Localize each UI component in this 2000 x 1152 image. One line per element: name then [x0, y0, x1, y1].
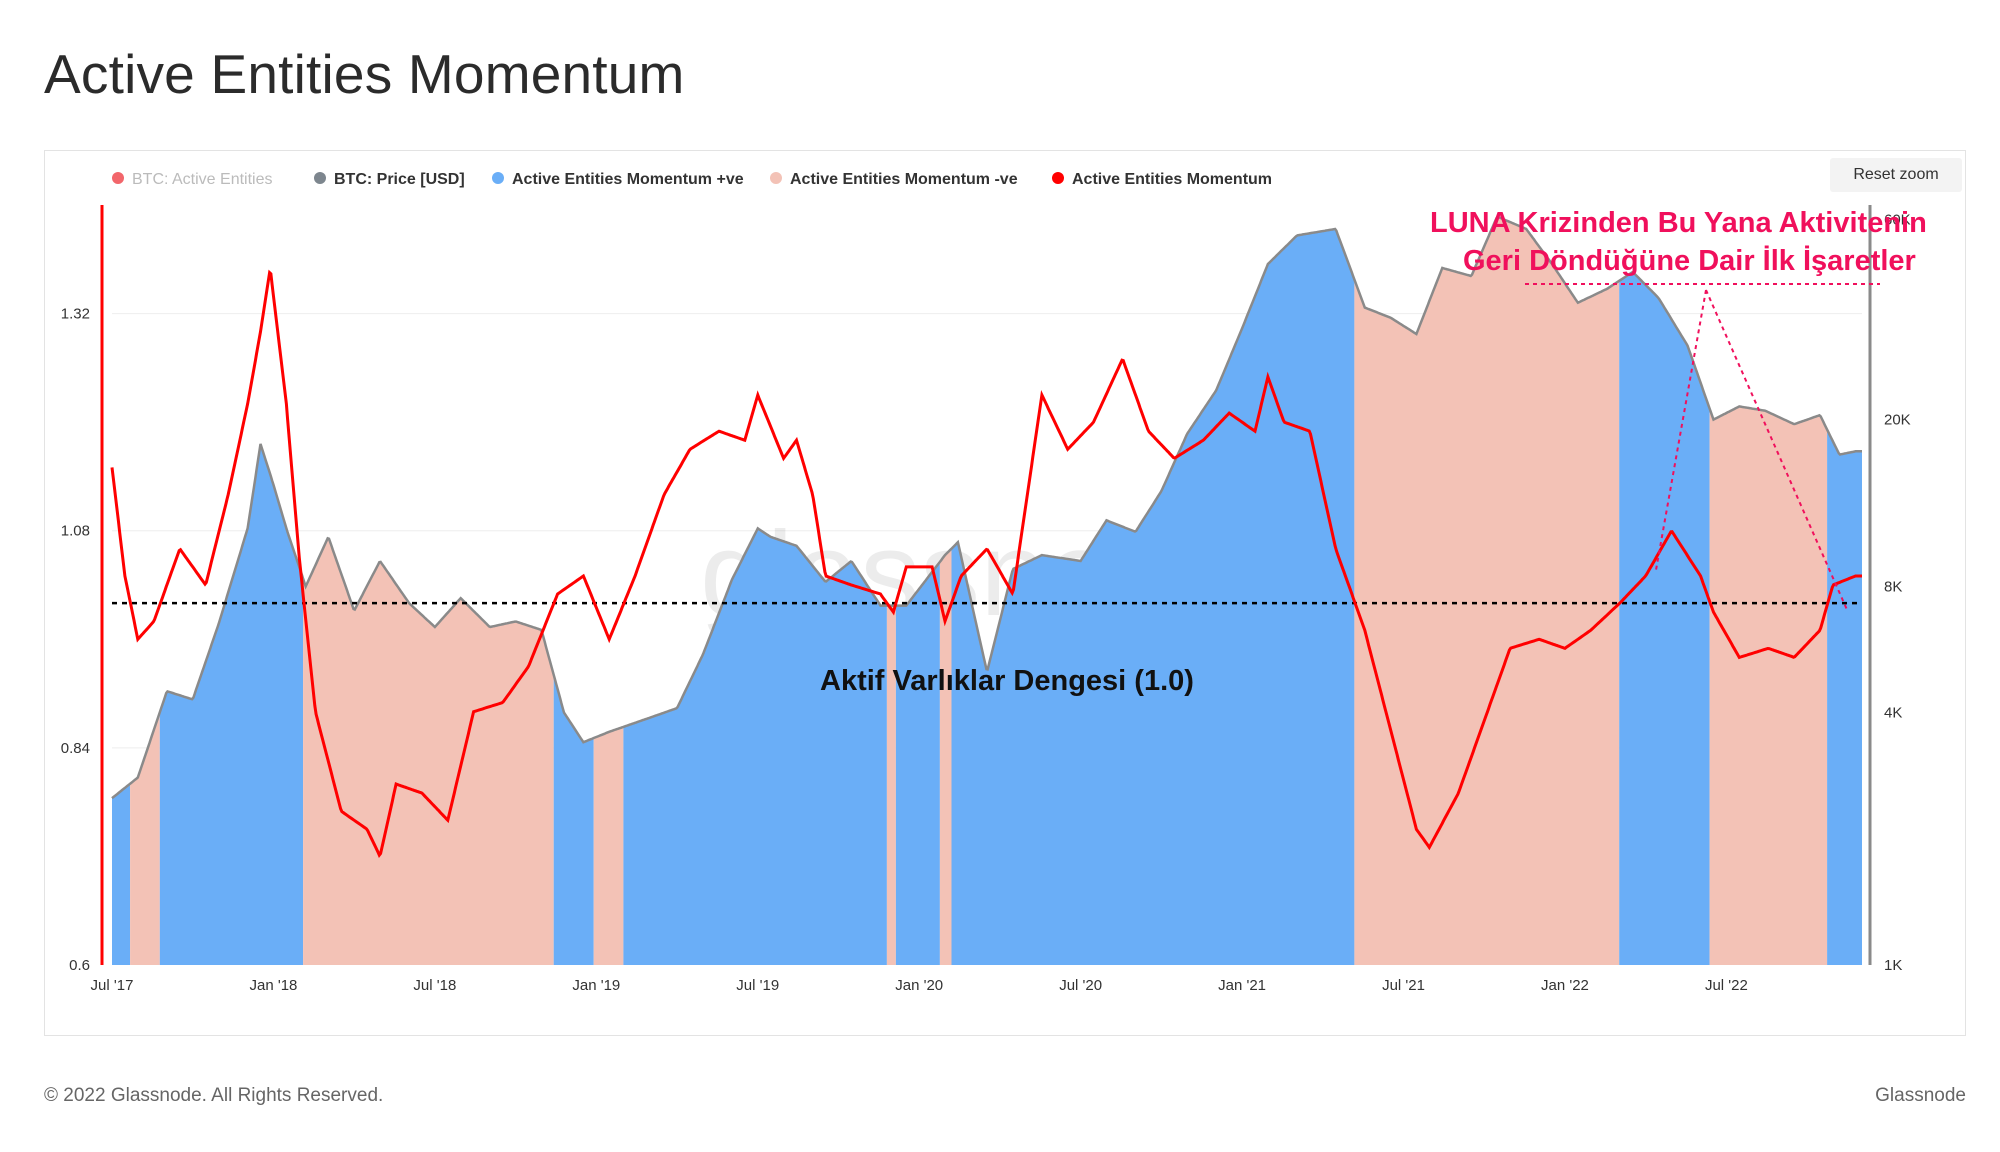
y-left-tick-label: 0.6 — [69, 957, 90, 974]
band-positive — [159, 443, 304, 965]
y-right-tick-label: 1K — [1884, 957, 1902, 974]
band-positive — [623, 528, 887, 965]
y-left-tick-label: 1.08 — [61, 523, 90, 540]
legend-dot-2[interactable] — [492, 172, 504, 184]
legend-label-0[interactable]: BTC: Active Entities — [132, 171, 273, 188]
legend-dot-1[interactable] — [314, 172, 326, 184]
page-title: Active Entities Momentum — [44, 43, 685, 105]
y-right-tick-label: 60K — [1884, 212, 1911, 229]
annotation-line-1: LUNA Krizinden Bu Yana Aktivitenin — [1430, 207, 1927, 239]
annotation-line-2: Geri Döndüğüne Dair İlk İşaretler — [1463, 245, 1916, 277]
x-axis: Jul '17 Jan '18 Jul '18 Jan '19 Jul '19 Jan '… — [91, 977, 1748, 994]
footer-copyright: © 2022 Glassnode. All Rights Reserved. — [44, 1085, 384, 1106]
footer-brand: Glassnode — [1875, 1085, 1966, 1106]
momentum-bands — [112, 216, 1862, 965]
band-negative — [1354, 216, 1620, 965]
x-tick-label: Jul '20 — [1059, 977, 1102, 994]
band-positive — [951, 229, 1355, 965]
band-negative — [939, 548, 952, 965]
legend-label-1[interactable]: BTC: Price [USD] — [334, 171, 465, 188]
x-tick-label: Jan '22 — [1541, 977, 1589, 994]
legend-dot-4[interactable] — [1052, 172, 1064, 184]
y-right-tick-label: 20K — [1884, 412, 1911, 429]
btc-price-line — [111, 215, 1862, 800]
band-positive — [112, 783, 131, 965]
x-tick-label: Jul '21 — [1382, 977, 1425, 994]
band-negative — [886, 605, 896, 965]
band-positive — [1827, 429, 1862, 965]
legend-dot-3[interactable] — [770, 172, 782, 184]
equilibrium-label: Aktif Varlıklar Dengesi (1.0) — [820, 665, 1194, 697]
y-axis-left: 1.32 1.08 0.84 0.6 — [61, 306, 90, 974]
x-tick-label: Jul '18 — [413, 977, 456, 994]
x-tick-label: Jan '20 — [895, 977, 943, 994]
band-negative — [593, 726, 624, 965]
band-negative — [303, 538, 554, 965]
x-tick-label: Jul '17 — [91, 977, 134, 994]
momentum-line — [110, 269, 1862, 858]
band-positive — [895, 561, 940, 965]
reset-zoom-button[interactable]: Reset zoom — [1830, 158, 1962, 192]
chart-legend: BTC: Active Entities BTC: Price [USD] Acti… — [112, 171, 1272, 188]
legend-label-3[interactable]: Active Entities Momentum -ve — [790, 171, 1018, 188]
y-left-tick-label: 1.32 — [61, 306, 90, 323]
band-positive — [553, 674, 594, 965]
y-right-tick-label: 8K — [1884, 578, 1902, 595]
y-left-tick-label: 0.84 — [61, 740, 90, 757]
legend-dot-0[interactable] — [112, 172, 124, 184]
x-tick-label: Jan '21 — [1218, 977, 1266, 994]
band-negative — [130, 712, 160, 965]
y-right-tick-label: 4K — [1884, 705, 1902, 722]
x-tick-label: Jan '18 — [249, 977, 297, 994]
band-positive — [1619, 272, 1710, 965]
legend-label-2[interactable]: Active Entities Momentum +ve — [512, 171, 744, 188]
annotation: LUNA Krizinden Bu Yana Aktivitenin Geri … — [1430, 207, 1927, 613]
legend-label-4[interactable]: Active Entities Momentum — [1072, 171, 1272, 188]
x-tick-label: Jul '22 — [1705, 977, 1748, 994]
y-axis-right: 60K 20K 8K 4K 1K — [1884, 212, 1911, 974]
band-negative — [1709, 406, 1828, 965]
x-tick-label: Jan '19 — [572, 977, 620, 994]
annotation-pointer-2 — [1705, 289, 1849, 613]
x-tick-label: Jul '19 — [736, 977, 779, 994]
